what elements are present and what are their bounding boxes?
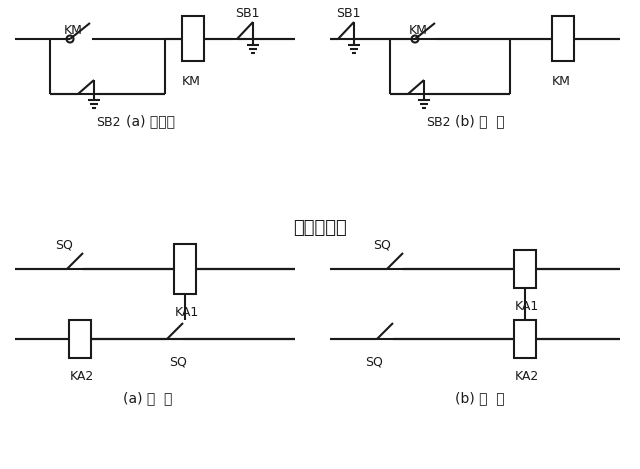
Bar: [552, 16, 574, 61]
Text: KA2: KA2: [515, 370, 540, 383]
Bar: [514, 250, 536, 288]
Text: SQ: SQ: [373, 238, 391, 251]
Text: (a) 错  误: (a) 错 误: [124, 391, 173, 405]
Bar: [182, 16, 204, 61]
Text: (a) 不合理: (a) 不合理: [125, 114, 175, 128]
Text: KM: KM: [182, 75, 201, 88]
Text: SQ: SQ: [169, 355, 187, 368]
Text: KA1: KA1: [175, 306, 199, 319]
Text: KM: KM: [552, 75, 571, 88]
Text: SB1: SB1: [336, 7, 360, 20]
Bar: [514, 320, 536, 358]
Text: SB1: SB1: [235, 7, 259, 20]
Text: (b) 正  确: (b) 正 确: [455, 391, 505, 405]
Text: 电器连接图: 电器连接图: [293, 219, 347, 237]
Text: KM: KM: [64, 24, 83, 37]
Text: KM: KM: [409, 24, 428, 37]
Text: KA1: KA1: [515, 300, 540, 313]
Text: SB2: SB2: [96, 116, 120, 129]
Bar: [69, 320, 91, 358]
Text: (b) 合  理: (b) 合 理: [455, 114, 505, 128]
Text: SQ: SQ: [365, 355, 383, 368]
Bar: [174, 244, 196, 294]
Text: KA2: KA2: [70, 370, 94, 383]
Text: SQ: SQ: [55, 238, 73, 251]
Text: SB2: SB2: [426, 116, 451, 129]
